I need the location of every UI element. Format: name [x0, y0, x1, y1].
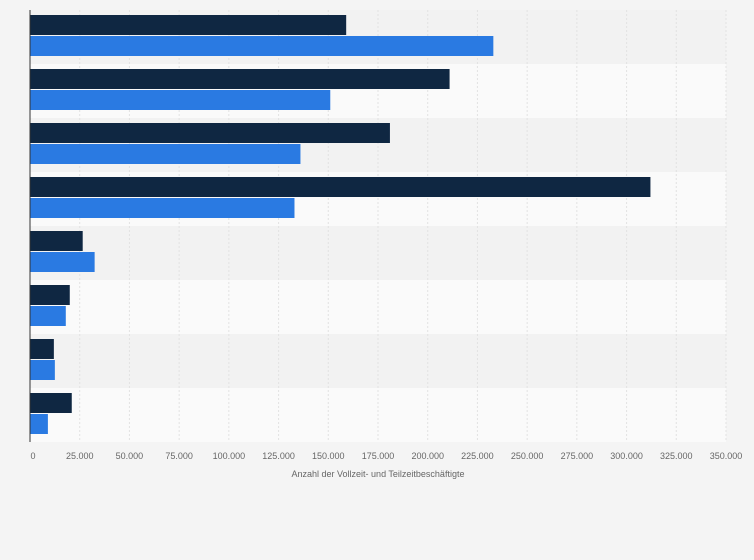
bars	[30, 15, 651, 434]
bar	[30, 252, 95, 272]
x-tick-label: 250.000	[511, 451, 544, 461]
x-tick-label: 300.000	[610, 451, 643, 461]
x-tick-label: 0	[30, 451, 35, 461]
bar	[30, 198, 295, 218]
x-axis-ticks: 0 25.000 50.000 75.000 100.000 125.000 150.000…	[30, 451, 742, 461]
bar	[30, 285, 70, 305]
x-tick-label: 275.000	[561, 451, 594, 461]
bar	[30, 306, 66, 326]
x-tick-label: 125.000	[262, 451, 295, 461]
bar	[30, 90, 331, 110]
bar	[30, 231, 83, 251]
x-tick-label: 325.000	[660, 451, 693, 461]
x-tick-label: 225.000	[461, 451, 494, 461]
bar	[30, 339, 54, 359]
x-tick-label: 50.000	[116, 451, 144, 461]
x-tick-label: 350.000	[710, 451, 743, 461]
x-tick-label: 200.000	[411, 451, 444, 461]
x-tick-label: 175.000	[362, 451, 395, 461]
bar	[30, 360, 55, 380]
bar	[30, 414, 48, 434]
x-tick-label: 150.000	[312, 451, 345, 461]
bar	[30, 69, 450, 89]
x-tick-label: 100.000	[213, 451, 246, 461]
x-tick-label: 75.000	[165, 451, 193, 461]
bar	[30, 177, 651, 197]
bar	[30, 15, 347, 35]
bar	[30, 36, 494, 56]
bar	[30, 144, 301, 164]
x-axis-title: Anzahl der Vollzeit- und Teilzeitbeschäf…	[292, 469, 465, 479]
bar	[30, 393, 72, 413]
x-tick-label: 25.000	[66, 451, 94, 461]
bar	[30, 123, 390, 143]
